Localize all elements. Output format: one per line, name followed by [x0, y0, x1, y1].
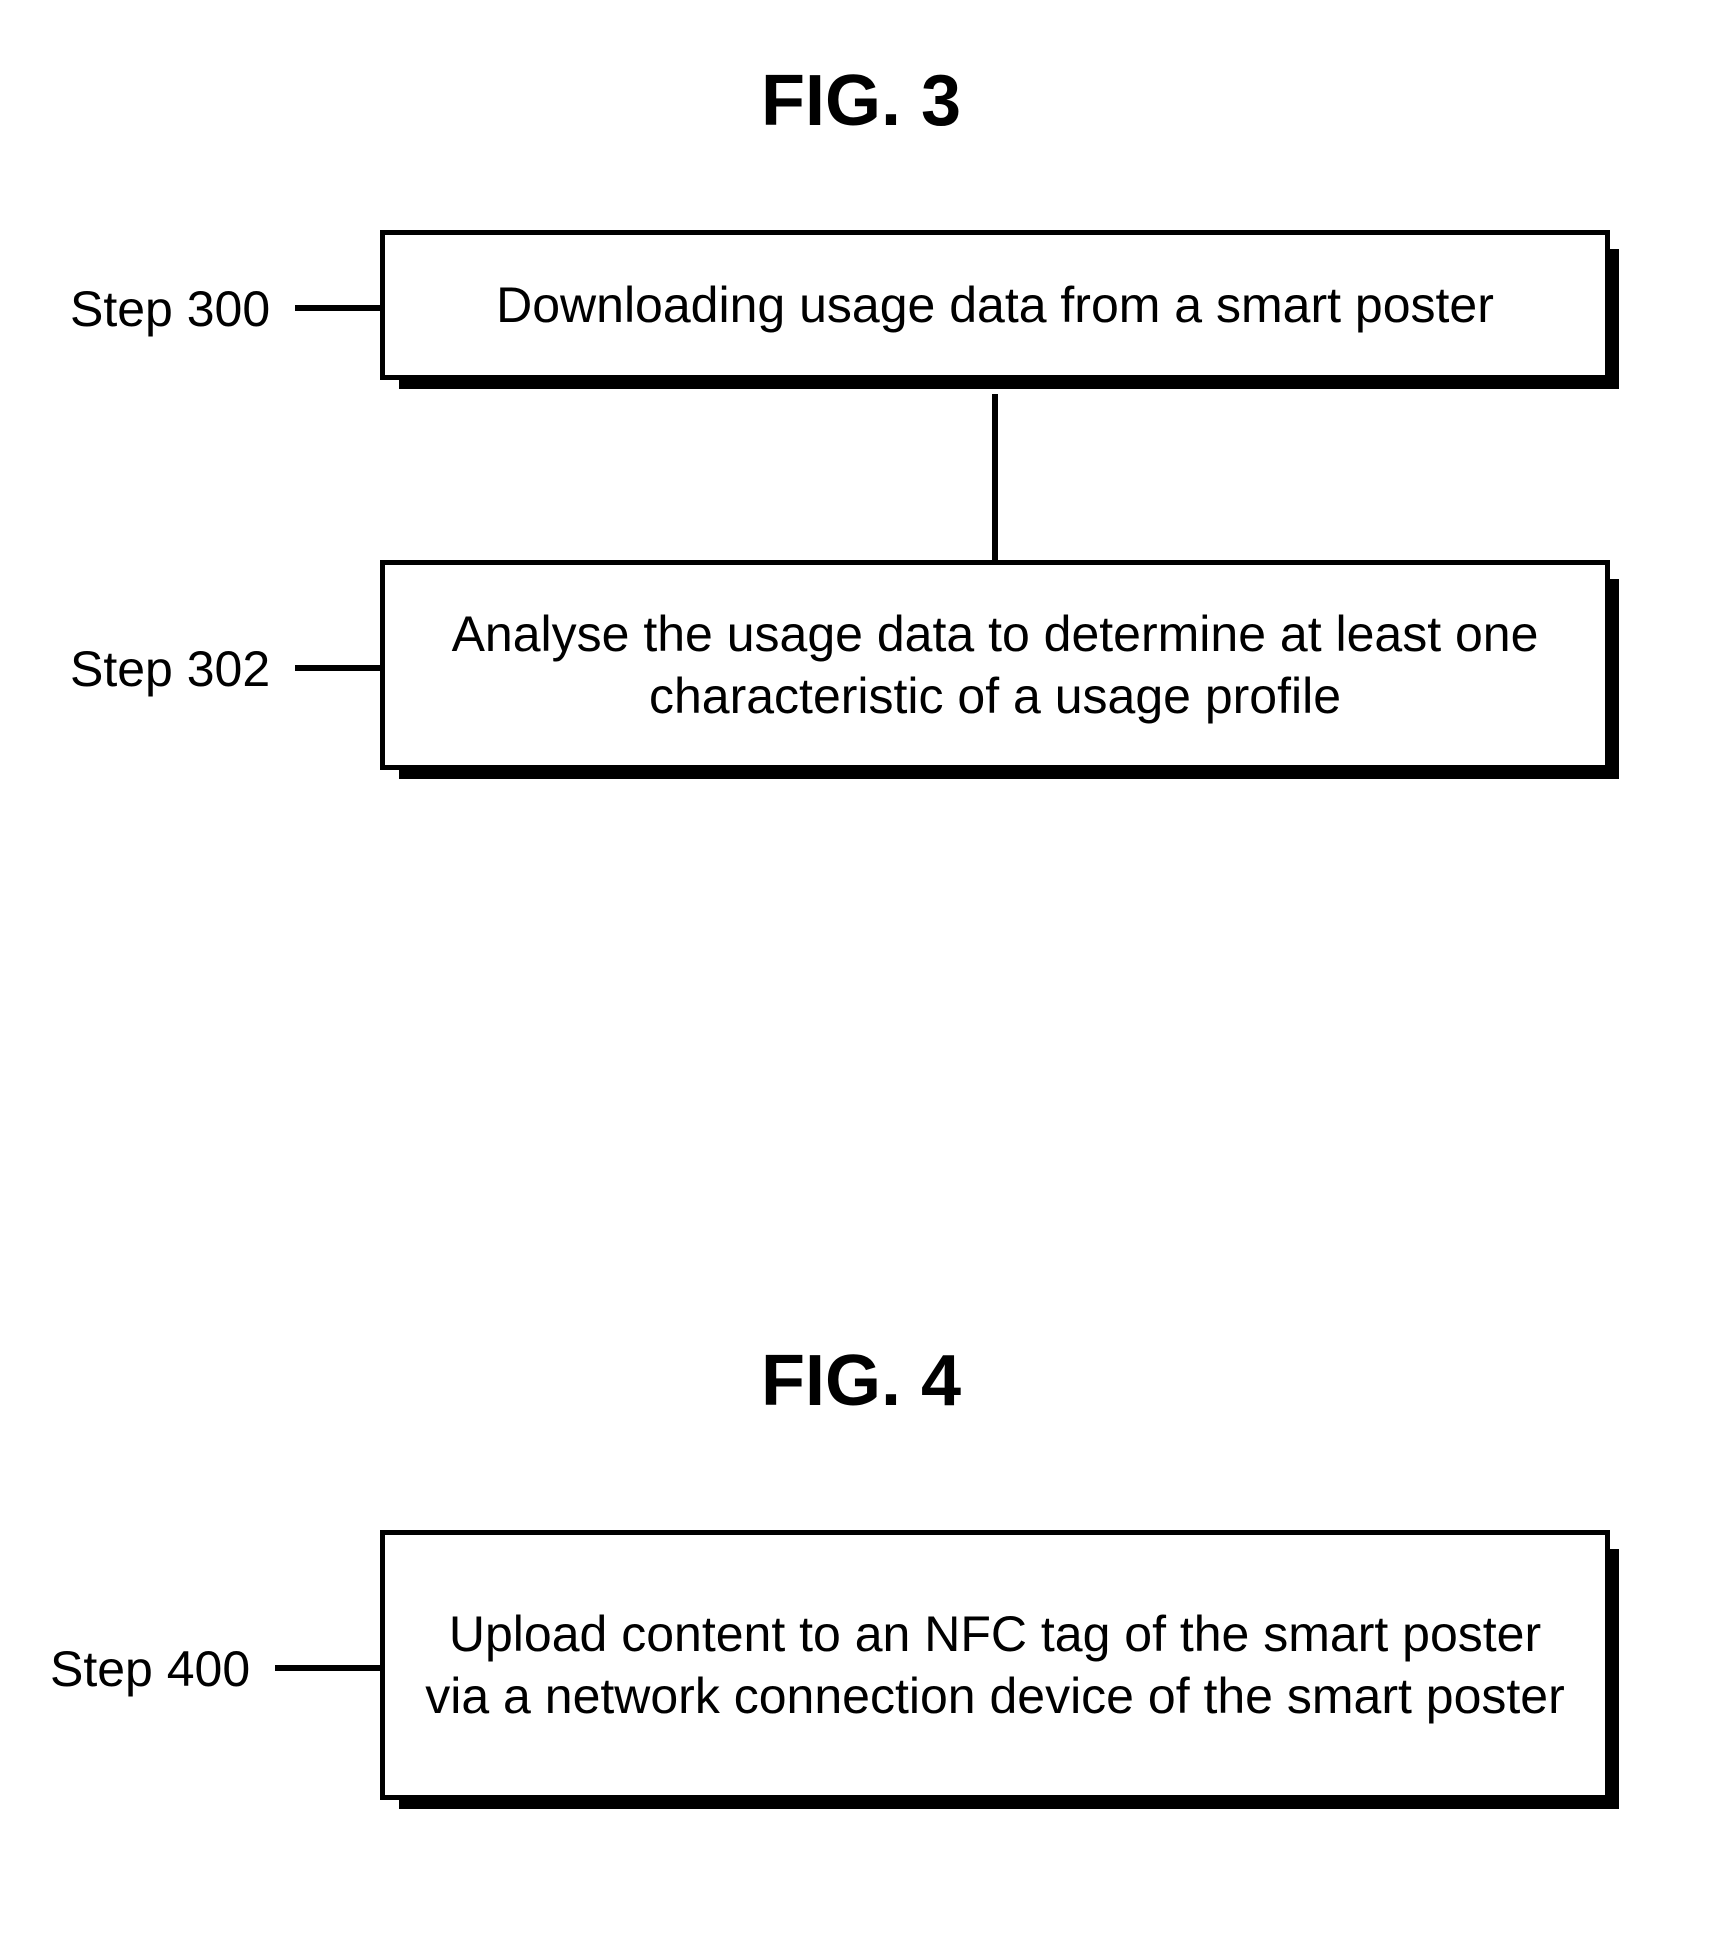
connector-step400-label: [275, 1665, 380, 1671]
step-300-text: Downloading usage data from a smart post…: [496, 274, 1494, 337]
step-400-box: Upload content to an NFC tag of the smar…: [380, 1530, 1610, 1800]
step-302-text: Analyse the usage data to determine at l…: [425, 603, 1565, 728]
fig4-title: FIG. 4: [0, 1340, 1722, 1422]
step-300-box: Downloading usage data from a smart post…: [380, 230, 1610, 380]
step-400-label: Step 400: [50, 1640, 250, 1698]
step-400-text: Upload content to an NFC tag of the smar…: [425, 1603, 1565, 1728]
step-302-box: Analyse the usage data to determine at l…: [380, 560, 1610, 770]
fig3-title: FIG. 3: [0, 60, 1722, 142]
connector-step302-label: [295, 665, 380, 671]
step-302-label: Step 302: [70, 640, 270, 698]
connector-step300-label: [295, 305, 380, 311]
step-300-label: Step 300: [70, 280, 270, 338]
connector-300-302: [992, 394, 998, 560]
